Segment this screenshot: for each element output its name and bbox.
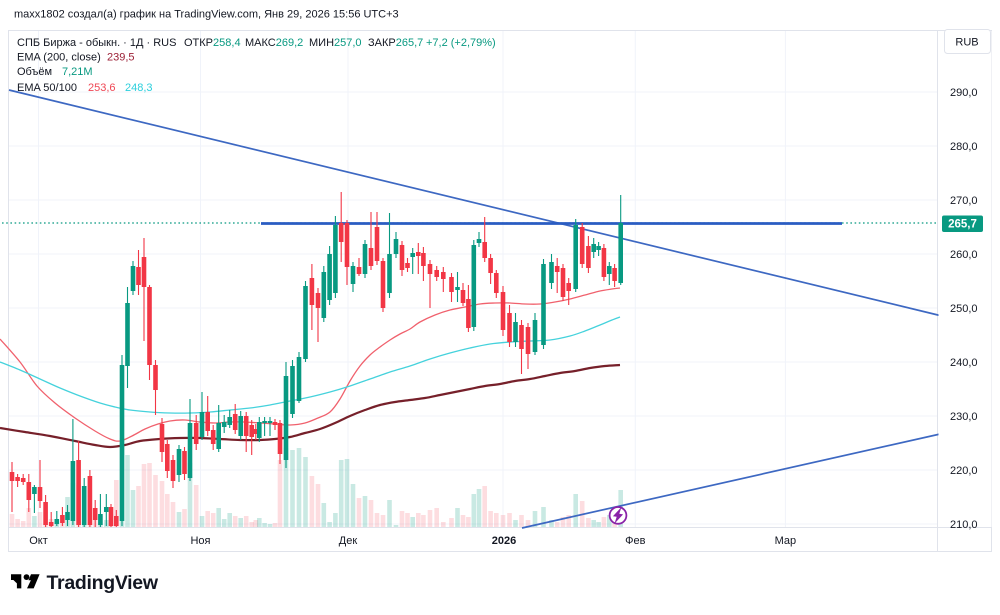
svg-text:EMA 50/100: EMA 50/100 bbox=[17, 82, 77, 94]
svg-text:EMA (200, close): EMA (200, close) bbox=[17, 52, 101, 64]
svg-text:Объём: Объём bbox=[17, 66, 52, 78]
svg-text:Фев: Фев bbox=[625, 535, 645, 547]
svg-text:МИН257,0: МИН257,0 bbox=[309, 37, 362, 49]
svg-text:265,7: 265,7 bbox=[948, 219, 977, 231]
svg-text:Окт: Окт bbox=[29, 535, 48, 547]
svg-text:Ноя: Ноя bbox=[190, 535, 210, 547]
svg-text:Дек: Дек bbox=[339, 535, 358, 547]
svg-text:250,0: 250,0 bbox=[950, 303, 978, 315]
svg-text:220,0: 220,0 bbox=[950, 465, 978, 477]
svg-text:230,0: 230,0 bbox=[950, 411, 978, 423]
svg-text:ЗАКР265,7: ЗАКР265,7 bbox=[368, 37, 423, 49]
svg-text:280,0: 280,0 bbox=[950, 141, 978, 153]
svg-text:RUB: RUB bbox=[955, 37, 978, 49]
svg-text:maxx1802 создал(а) график на T: maxx1802 создал(а) график на TradingView… bbox=[14, 9, 399, 21]
svg-text:290,0: 290,0 bbox=[950, 87, 978, 99]
svg-text:240,0: 240,0 bbox=[950, 357, 978, 369]
svg-text:2026: 2026 bbox=[492, 535, 516, 547]
svg-text:Мар: Мар bbox=[775, 535, 797, 547]
svg-text:TradingView: TradingView bbox=[47, 572, 159, 594]
svg-text:+7,2 (+2,79%): +7,2 (+2,79%) bbox=[426, 37, 496, 49]
svg-text:260,0: 260,0 bbox=[950, 249, 978, 261]
svg-text:ОТКР258,4: ОТКР258,4 bbox=[184, 37, 241, 49]
svg-text:248,3: 248,3 bbox=[125, 82, 153, 94]
svg-text:239,5: 239,5 bbox=[107, 52, 135, 64]
svg-text:СПБ Биржа - обыкн. · 1Д · RUS: СПБ Биржа - обыкн. · 1Д · RUS bbox=[17, 37, 176, 49]
svg-text:270,0: 270,0 bbox=[950, 195, 978, 207]
svg-text:210,0: 210,0 bbox=[950, 519, 978, 531]
svg-text:МАКС269,2: МАКС269,2 bbox=[245, 37, 303, 49]
svg-text:253,6: 253,6 bbox=[88, 82, 116, 94]
svg-text:7,21M: 7,21M bbox=[62, 66, 93, 78]
